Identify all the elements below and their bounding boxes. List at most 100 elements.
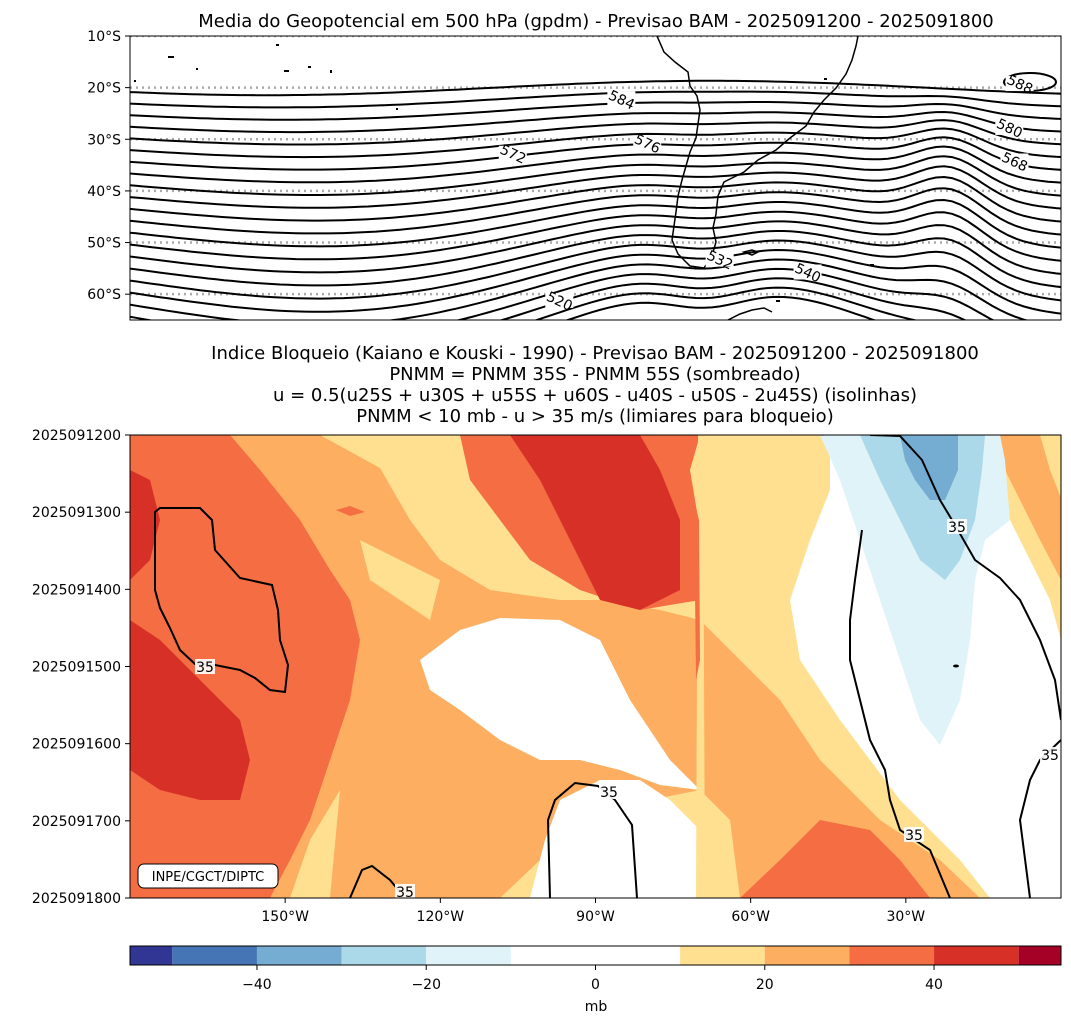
colorbar-tick-label: 20 [756, 977, 774, 993]
contour-label-bg [705, 251, 734, 267]
isoline-label-bg [599, 784, 619, 799]
colorbar-tick-label: −40 [242, 977, 272, 993]
geopotential-contour [130, 187, 1061, 236]
shade-10-20-f [290, 790, 340, 898]
geopotential-contour [533, 286, 919, 320]
colorbar-segment [934, 946, 1019, 965]
credit-box [137, 863, 279, 889]
contour-label-bg [633, 135, 662, 151]
bottom-y-tick-label: 2025091400 [32, 582, 121, 598]
colorbar-segment [341, 946, 427, 965]
bottom-title: Indice Bloqueio (Kaiano e Kouski - 1990)… [211, 343, 979, 427]
geopotential-contour [130, 145, 1061, 184]
top-title: Media do Geopotencial em 500 hPa (gpdm) … [198, 11, 994, 32]
geopotential-contour [130, 119, 1061, 146]
isoline-label: 35 [196, 660, 214, 676]
geopotential-contours [130, 72, 1061, 320]
colorbar-segment [680, 946, 765, 965]
colorbar-tick-label: 40 [925, 977, 943, 993]
bottom-title-line: Indice Bloqueio (Kaiano e Kouski - 1990)… [211, 343, 979, 364]
bottom-y-tick-label: 2025091600 [32, 737, 121, 753]
colorbar-tick-label: 0 [591, 977, 600, 993]
isoline-speck [953, 664, 959, 668]
geopotential-contour [130, 258, 1030, 320]
contour-label-bg [793, 264, 822, 280]
blocking-index-hovmoller: Indice Bloqueio (Kaiano e Kouski - 1990)… [32, 343, 1062, 925]
geopotential-map: Media do Geopotencial em 500 hPa (gpdm) … [87, 11, 1062, 321]
bottom-y-axis: 2025091200 2025091300 2025091400 2025091500… [32, 428, 130, 907]
isoline-label-bg [195, 659, 215, 674]
bottom-x-axis: 150°W 120°W 90°W 60°W 30°W [261, 898, 925, 925]
geopotential-contour [130, 136, 1061, 171]
shade-streak-red [694, 500, 700, 680]
geopotential-contour [130, 220, 1061, 275]
geopotential-contour [130, 175, 1061, 223]
contour-label-bg [1005, 76, 1034, 92]
bottom-y-tick-label: 2025091500 [32, 660, 121, 676]
isoline-bottom-center [546, 781, 638, 898]
bottom-y-tick-label: 2025091700 [32, 814, 121, 830]
contour-label-bg [995, 119, 1024, 135]
top-frame [129, 35, 1062, 321]
top-y-tick-label: 60°S [87, 287, 121, 303]
isoline-label: 35 [600, 785, 618, 801]
bottom-title-line: PNMM < 10 mb - u > 35 m/s (limiares para… [356, 406, 833, 427]
isoline-label-bg [904, 827, 924, 842]
geopotential-contour [130, 127, 1061, 159]
bottom-x-tick-label: 60°W [731, 909, 770, 925]
bottom-title-line: PNMM = PNMM 35S - PNMM 55S (sombreado) [389, 364, 800, 385]
colorbar-segment [849, 946, 935, 965]
geopotential-contour [130, 239, 1061, 302]
colorbar-segment [426, 946, 511, 965]
colorbar-tick-label: −20 [411, 977, 441, 993]
isoline-right [822, 435, 1061, 721]
bottom-x-tick-label: 30°W [886, 909, 925, 925]
geopotential-contour [130, 230, 1061, 289]
contour-label-bg [607, 91, 636, 107]
colorbar-segment [130, 946, 173, 965]
colorbar-ticks: −40 −20 0 20 40 [242, 965, 943, 993]
isoline-bottom-left [349, 864, 401, 898]
geopotential-contour [130, 79, 1061, 97]
isoline-label: 35 [905, 828, 923, 844]
isoline-label-bg [947, 519, 967, 534]
wind-isolines [154, 435, 1061, 898]
colorbar-segment [256, 946, 342, 965]
colorbar-segment [1018, 946, 1061, 965]
geopotential-contour [130, 90, 1061, 109]
isoline-label: 35 [948, 520, 966, 536]
bottom-y-tick-label: 2025091800 [32, 891, 121, 907]
credit-text: INPE/CGCT/DIPTC [152, 870, 264, 885]
bottom-title-line: u = 0.5(u25S + u30S + u55S + u60S - u40S… [273, 385, 917, 406]
geopotential-contour [130, 155, 1061, 197]
top-y-tick-label: 30°S [87, 132, 121, 148]
colorbar-segments [130, 946, 1061, 965]
top-y-tick-label: 20°S [87, 81, 121, 97]
geopotential-contour [130, 267, 995, 320]
top-y-tick-label: 50°S [87, 236, 121, 252]
credit-badge: INPE/CGCT/DIPTC [137, 863, 279, 889]
geopotential-contour [130, 110, 1061, 134]
bottom-x-tick-label: 90°W [576, 909, 615, 925]
contour-label-bg [1000, 153, 1029, 169]
bottom-y-tick-label: 2025091300 [32, 505, 121, 521]
geopotential-contour [130, 248, 1061, 315]
shade-10-20-b [360, 540, 440, 620]
isoline-left [154, 507, 290, 694]
bottom-x-tick-label: 150°W [261, 909, 309, 925]
shade-neutral-c [530, 780, 700, 898]
shade-30-40-right [740, 820, 930, 898]
bottom-x-tick-label: 120°W [417, 909, 465, 925]
colorbar-segment [172, 946, 257, 965]
contour-label-bg [545, 292, 574, 308]
geopotential-contour [130, 101, 1061, 121]
isoline-label: 35 [396, 885, 414, 901]
geopotential-contour [130, 210, 1061, 262]
shade-30-40-speck [336, 506, 365, 516]
geopotential-contour [498, 277, 967, 320]
isoline-labels: 35 35 35 35 35 35 [195, 519, 1060, 901]
shade-10-20-g [1040, 435, 1061, 498]
top-y-axis: 10°S 20°S 30°S 40°S 50°S 60°S [87, 29, 130, 303]
isoline-label: 35 [1041, 748, 1059, 764]
